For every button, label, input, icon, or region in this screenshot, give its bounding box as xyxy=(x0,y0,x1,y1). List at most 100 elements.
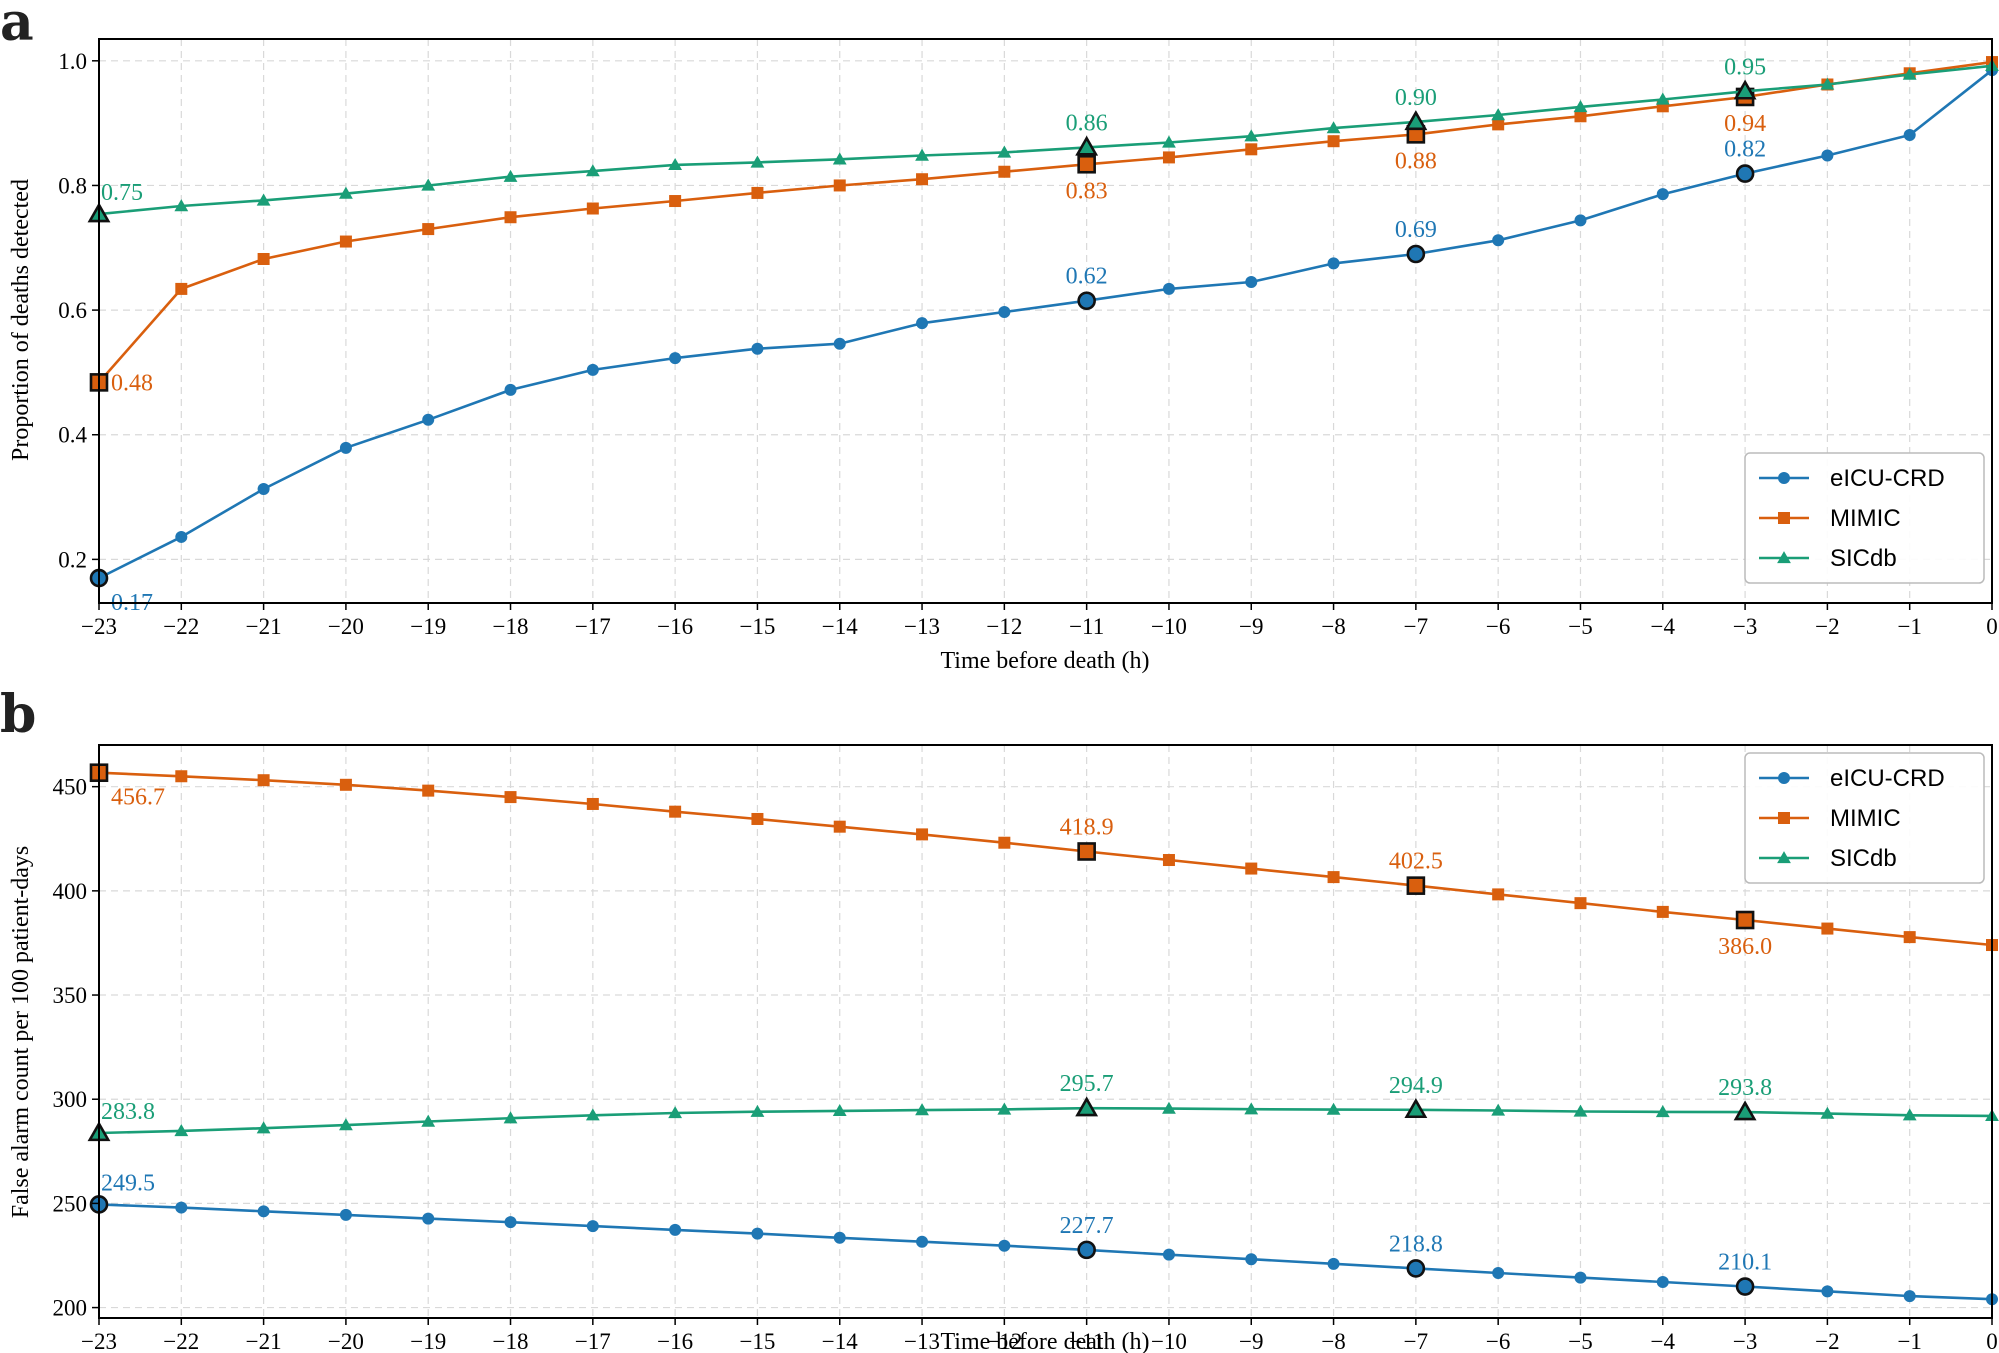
data-point xyxy=(339,1208,352,1221)
data-point xyxy=(422,223,435,236)
data-point xyxy=(175,1201,188,1214)
data-point xyxy=(1656,188,1669,201)
data-point xyxy=(1162,854,1175,867)
data-point xyxy=(1656,1275,1669,1288)
data-point xyxy=(585,164,600,177)
data-point xyxy=(1327,1257,1340,1270)
x-tick-label: −16 xyxy=(657,1329,693,1353)
highlight-point xyxy=(1404,1098,1428,1119)
data-point xyxy=(1326,121,1341,134)
data-label: 0.90 xyxy=(1395,85,1437,111)
data-point xyxy=(586,1220,599,1233)
highlight-point xyxy=(1733,1100,1757,1121)
data-point xyxy=(503,169,518,182)
data-point xyxy=(916,173,929,186)
data-point xyxy=(1245,143,1258,156)
data-point xyxy=(998,836,1011,849)
panel-b-legend: eICU-CRD MIMIC SICdb xyxy=(1744,752,1985,884)
x-tick-label: −1 xyxy=(1897,614,1921,639)
data-point xyxy=(832,1103,847,1117)
data-point xyxy=(998,165,1011,178)
highlight-point xyxy=(1404,110,1428,131)
y-tick-label: 0.2 xyxy=(58,547,87,572)
x-tick-label: −13 xyxy=(904,1329,940,1353)
legend-marker xyxy=(1778,472,1790,484)
panel-b-grid xyxy=(98,745,1993,1318)
data-point xyxy=(422,784,435,797)
data-label: 295.7 xyxy=(1060,1071,1114,1097)
data-point xyxy=(751,186,764,199)
data-label: 418.9 xyxy=(1060,814,1114,840)
data-point xyxy=(916,317,929,330)
legend-marker xyxy=(1778,812,1790,824)
data-point xyxy=(915,1103,929,1116)
x-tick-label: −17 xyxy=(575,614,611,639)
data-point xyxy=(1327,257,1340,270)
data-point xyxy=(1821,922,1834,935)
x-tick-label: −12 xyxy=(986,1329,1022,1353)
legend-label: SICdb xyxy=(1830,545,1897,572)
data-point xyxy=(833,179,846,192)
data-label: 0.75 xyxy=(101,180,143,206)
data-point xyxy=(833,337,846,350)
data-label: 227.7 xyxy=(1060,1213,1114,1239)
data-point xyxy=(339,778,352,791)
data-point xyxy=(257,774,270,787)
x-tick-label: −23 xyxy=(81,614,117,639)
data-point xyxy=(504,211,517,224)
data-point xyxy=(751,1227,764,1240)
y-tick-label: 250 xyxy=(53,1191,88,1216)
data-point xyxy=(833,1231,846,1244)
data-point xyxy=(175,282,188,295)
data-point xyxy=(998,1239,1011,1252)
x-tick-label: −14 xyxy=(822,614,858,639)
x-tick-label: −6 xyxy=(1486,614,1510,639)
data-point xyxy=(586,202,599,215)
panel-a-ticks: −23 −22 −21 −20 −19 −18 −17 −16 −15 −14 −13 −12 −11−… xyxy=(58,49,1998,639)
data-label: 210.1 xyxy=(1718,1250,1772,1276)
data-label: 0.69 xyxy=(1395,217,1437,243)
x-tick-label: −9 xyxy=(1239,614,1263,639)
x-tick-label: −1 xyxy=(1897,1329,1921,1353)
data-point xyxy=(997,145,1012,158)
data-point xyxy=(1491,1103,1506,1116)
data-point xyxy=(504,791,517,804)
data-point xyxy=(1492,888,1505,901)
x-tick-label: −20 xyxy=(328,614,364,639)
data-point xyxy=(1902,67,1917,80)
data-point xyxy=(586,363,599,376)
x-tick-label: −18 xyxy=(493,614,529,639)
x-tick-label: −3 xyxy=(1733,614,1757,639)
x-tick-label: −10 xyxy=(1151,614,1187,639)
data-point xyxy=(1573,100,1588,113)
highlight-point xyxy=(1077,154,1096,174)
x-tick-label: −19 xyxy=(410,1329,446,1353)
highlight-point xyxy=(1406,244,1426,264)
x-tick-label: −7 xyxy=(1404,1329,1428,1353)
y-tick-label: 0.6 xyxy=(58,298,87,323)
panel-a-y-axis-title: Proportion of deaths detected xyxy=(8,179,34,461)
panel-b-plot-frame xyxy=(98,744,1993,1319)
data-point xyxy=(256,193,271,206)
data-point xyxy=(750,1104,765,1117)
panel-b-letter: b xyxy=(0,684,36,745)
x-tick-label: −21 xyxy=(246,614,282,639)
series-sicdb: 283.8 295.7 294.9 293.8 xyxy=(87,1071,1999,1142)
data-label: 402.5 xyxy=(1389,849,1443,875)
data-point xyxy=(503,1111,518,1124)
data-point xyxy=(1327,871,1340,884)
data-label: 0.86 xyxy=(1066,110,1108,136)
panel-b-x-axis-title: Time before death (h) xyxy=(940,1329,1149,1353)
x-tick-label: −20 xyxy=(328,1329,364,1353)
x-tick-label: −5 xyxy=(1568,614,1592,639)
data-point xyxy=(1820,1106,1835,1119)
x-tick-label: −8 xyxy=(1321,1329,1345,1353)
data-point xyxy=(175,530,188,543)
data-label: 283.8 xyxy=(101,1099,155,1125)
data-label: 249.5 xyxy=(101,1170,155,1196)
data-label: 218.8 xyxy=(1389,1231,1443,1257)
series-line xyxy=(98,771,1993,947)
data-point xyxy=(1903,931,1916,944)
y-tick-label: 0.4 xyxy=(58,423,87,448)
panel-a-letter: a xyxy=(0,0,34,53)
